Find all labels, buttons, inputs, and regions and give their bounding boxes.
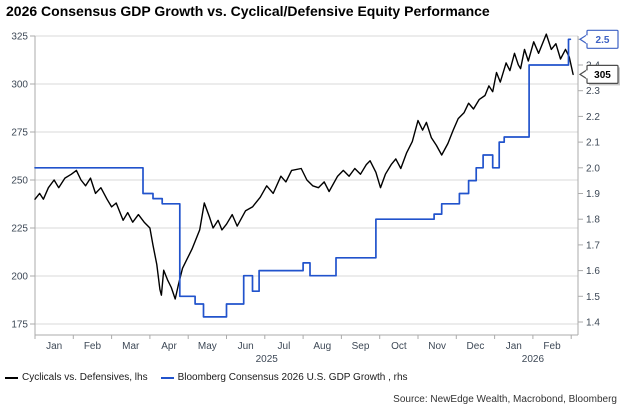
legend-item-gdp: Bloomberg Consensus 2026 U.S. GDP Growth… bbox=[160, 372, 408, 383]
source-attribution: Source: NewEdge Wealth, Macrobond, Bloom… bbox=[393, 394, 617, 405]
right-axis-tick-label: 2.1 bbox=[586, 138, 600, 149]
right-axis-tick-label: 2.3 bbox=[586, 86, 600, 97]
x-axis-month-label: Mar bbox=[122, 341, 140, 352]
right-axis-tick-label: 1.6 bbox=[586, 266, 600, 277]
x-axis-month-label: Jan bbox=[506, 341, 522, 352]
gdp-line-swatch-icon bbox=[160, 376, 174, 379]
legend-label-cyclicals: Cyclicals vs. Defensives, lhs bbox=[22, 372, 148, 383]
cyclicals-line-swatch-icon bbox=[5, 376, 18, 379]
x-axis-month-label: Aug bbox=[313, 341, 331, 352]
right-axis-tick-label: 1.7 bbox=[586, 240, 600, 251]
x-axis-year-label: 2026 bbox=[522, 354, 545, 365]
x-axis-month-label: Nov bbox=[428, 341, 446, 352]
x-axis-month-label: Feb bbox=[84, 341, 102, 352]
x-axis-month-label: Feb bbox=[543, 341, 561, 352]
right-axis-tick-label: 1.5 bbox=[586, 292, 600, 303]
left-axis-tick-label: 200 bbox=[11, 272, 28, 283]
x-axis-month-label: Jan bbox=[46, 341, 62, 352]
left-axis-tick-label: 275 bbox=[11, 128, 28, 139]
x-axis-month-label: Sep bbox=[352, 341, 370, 352]
cyclicals-line bbox=[34, 33, 574, 300]
x-axis-month-label: Apr bbox=[161, 341, 177, 352]
chart-title: 2026 Consensus GDP Growth vs. Cyclical/D… bbox=[6, 3, 490, 19]
right-axis-tick-label: 1.4 bbox=[586, 318, 600, 329]
right-axis-tick-label: 1.8 bbox=[586, 215, 600, 226]
legend: Cyclicals vs. Defensives, lhs Bloomberg … bbox=[5, 372, 408, 383]
callout-value-label: 305 bbox=[594, 70, 611, 81]
left-axis-tick-label: 250 bbox=[11, 176, 28, 187]
gdp-line bbox=[34, 38, 572, 318]
right-axis-tick-label: 1.9 bbox=[586, 189, 600, 200]
right-axis-tick-label: 2.2 bbox=[586, 112, 600, 123]
x-axis-year-label: 2025 bbox=[256, 354, 279, 365]
x-axis-month-label: Dec bbox=[467, 341, 485, 352]
chart-svg: 175 200 225 250 275 300 325 1.4 1.5 1.6 1.7 1.8 1.9 2… bbox=[11, 29, 620, 365]
legend-item-cyclicals: Cyclicals vs. Defensives, lhs bbox=[5, 372, 148, 383]
x-axis-month-label: May bbox=[198, 341, 217, 352]
left-axis-tick-label: 225 bbox=[11, 224, 28, 235]
legend-label-gdp: Bloomberg Consensus 2026 U.S. GDP Growth… bbox=[177, 372, 408, 383]
x-axis-month-label: Jul bbox=[278, 341, 291, 352]
left-axis-tick-label: 175 bbox=[11, 320, 28, 331]
x-axis-month-label: Oct bbox=[391, 341, 407, 352]
left-axis-tick-label: 300 bbox=[11, 80, 28, 91]
right-axis-tick-label: 2.0 bbox=[586, 163, 600, 174]
left-axis-tick-label: 325 bbox=[11, 32, 28, 43]
callout-value-label: 2.5 bbox=[596, 35, 610, 46]
x-axis-month-label: Jun bbox=[238, 341, 254, 352]
